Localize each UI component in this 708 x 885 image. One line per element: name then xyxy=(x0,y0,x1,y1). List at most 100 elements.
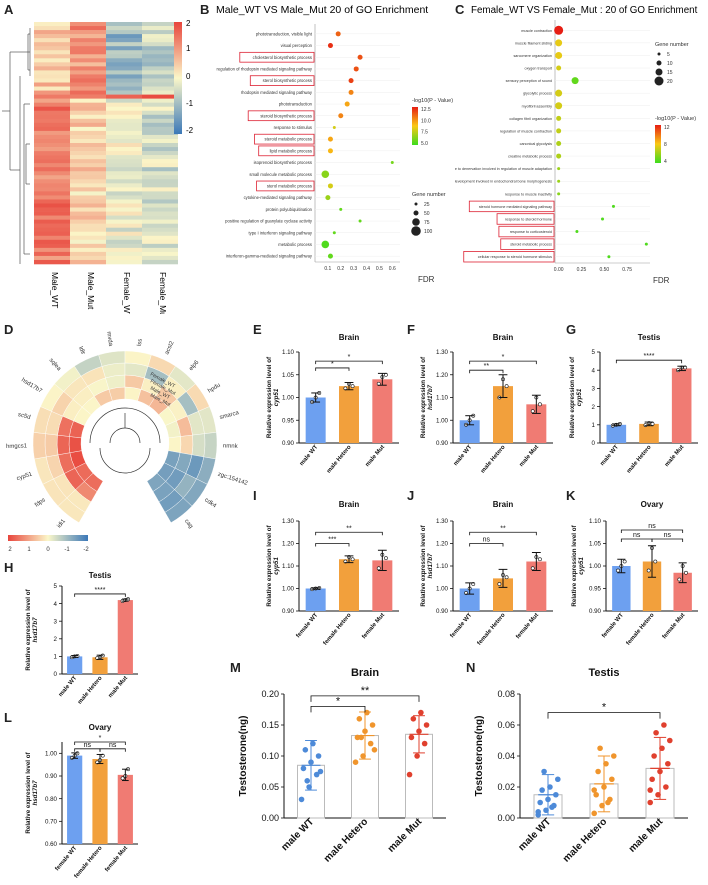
heatmap-cell xyxy=(34,223,70,228)
bar-chart-panel-n: Testis 0.00 0.02 0.04 0.06 0.08 Testosterone(n… xyxy=(474,667,688,865)
go-bubble xyxy=(358,219,362,223)
heatmap-cell xyxy=(34,155,70,160)
category-label: male WT xyxy=(299,444,320,467)
size-legend-dot xyxy=(657,52,661,56)
heatmap-cell xyxy=(106,34,142,39)
circular-heatmap-cell xyxy=(164,497,193,523)
data-point xyxy=(538,557,542,562)
go-term-label: sterol metabolic process xyxy=(267,183,312,188)
y-tick-label: 2 xyxy=(54,636,58,643)
size-legend-dot xyxy=(655,68,663,76)
heatmap-cell xyxy=(106,151,142,156)
size-legend-title: Gene number xyxy=(412,192,446,198)
significance-bracket xyxy=(310,706,366,713)
heatmap-cell xyxy=(34,30,70,35)
heatmap-cell xyxy=(34,46,70,51)
y-tick-label: 0.08 xyxy=(497,689,515,699)
highlight-box xyxy=(258,145,315,157)
data-point xyxy=(313,771,320,778)
heatmap-cell xyxy=(142,98,178,103)
heatmap-cell xyxy=(142,223,178,228)
heatmap-legend-bar xyxy=(174,22,182,134)
bar xyxy=(305,588,326,611)
data-point xyxy=(647,799,653,806)
gene-label: sqlea xyxy=(48,357,62,372)
panel-label-e: E xyxy=(253,322,262,337)
circular-heatmap-cell xyxy=(56,434,71,456)
circular-heatmap-cell xyxy=(179,434,194,456)
circular-heatmap-cell xyxy=(203,432,218,460)
size-legend-tick: 10 xyxy=(667,61,673,67)
go-term-label: steroid hormone mediated signaling pathw… xyxy=(479,205,552,209)
size-legend-dot xyxy=(656,60,662,66)
heatmap-cell xyxy=(34,66,70,71)
data-point xyxy=(677,577,682,582)
heatmap-cell xyxy=(106,195,142,200)
go-term-label: muscle contraction xyxy=(521,29,552,33)
y-tick-label: 5 xyxy=(592,349,596,356)
heatmap-cell xyxy=(70,163,106,168)
chart-title: Brain xyxy=(339,500,360,509)
data-point xyxy=(530,409,535,414)
heatmap-cell xyxy=(106,86,142,91)
go-term-label: steroid metabolic process xyxy=(510,243,552,247)
heatmap-cell xyxy=(142,70,178,75)
bar xyxy=(606,424,627,443)
heatmap-cell xyxy=(34,191,70,196)
heatmap-cell xyxy=(142,215,178,220)
heatmap-cell xyxy=(106,90,142,95)
circular-heatmap-cell xyxy=(191,433,206,458)
heatmap-cell xyxy=(142,151,178,156)
significance-bracket xyxy=(615,359,683,364)
heatmap-cell xyxy=(106,134,142,140)
y-tick-label: 1.00 xyxy=(45,751,58,758)
heatmap-cell xyxy=(34,207,70,212)
go-term-label: response to denervation involved in regu… xyxy=(455,167,552,171)
y-axis-label: Relative expression level of xyxy=(25,751,32,833)
y-tick-label: 1.30 xyxy=(282,518,295,525)
highlight-box xyxy=(247,110,315,122)
significance-label: * xyxy=(602,702,607,714)
heatmap-cell xyxy=(106,54,142,59)
heatmap-cell xyxy=(142,62,178,67)
heatmap-cells xyxy=(34,22,178,265)
color-legend-bar xyxy=(412,107,418,145)
data-point xyxy=(350,384,355,389)
y-tick-label: 1.00 xyxy=(436,586,449,593)
size-legend-dot xyxy=(413,210,419,216)
heatmap-cell xyxy=(106,239,142,245)
bar xyxy=(92,759,108,844)
heatmap-cell xyxy=(106,122,142,128)
go-bubble xyxy=(571,77,579,85)
heatmap-cell xyxy=(106,126,142,132)
gene-label: nmnk xyxy=(223,443,239,449)
data-point xyxy=(541,768,547,775)
significance-label: ** xyxy=(361,685,370,697)
x-axis-label: FDR xyxy=(418,275,435,284)
heatmap-cell xyxy=(34,259,70,265)
heatmap-cell xyxy=(142,134,178,140)
circular-legend-tick: 0 xyxy=(46,547,50,553)
chart-title: Ovary xyxy=(89,723,112,732)
heatmap-cell xyxy=(106,259,142,265)
gene-label: cdk4 xyxy=(203,497,217,510)
category-label: female Mut xyxy=(104,845,129,873)
bar xyxy=(612,566,631,611)
data-point xyxy=(599,802,605,809)
significance-bracket xyxy=(469,369,504,374)
data-point xyxy=(367,740,374,747)
color-legend-tick: 5.0 xyxy=(421,141,428,147)
heatmap-cell xyxy=(34,42,70,47)
go-bubble xyxy=(327,253,333,259)
heatmap-cell xyxy=(70,195,106,200)
data-point xyxy=(591,810,597,817)
y-axis-gene-label: hsd17b7 xyxy=(32,617,39,643)
data-point xyxy=(356,716,363,722)
data-point xyxy=(350,557,355,562)
go-bubble xyxy=(575,230,579,234)
heatmap-cell xyxy=(142,114,178,120)
color-legend-tick: 12 xyxy=(664,125,670,131)
heatmap-cell xyxy=(70,42,106,47)
go-term-label: cellular response to steroid hormone sti… xyxy=(478,255,552,259)
heatmap-cell xyxy=(34,215,70,220)
